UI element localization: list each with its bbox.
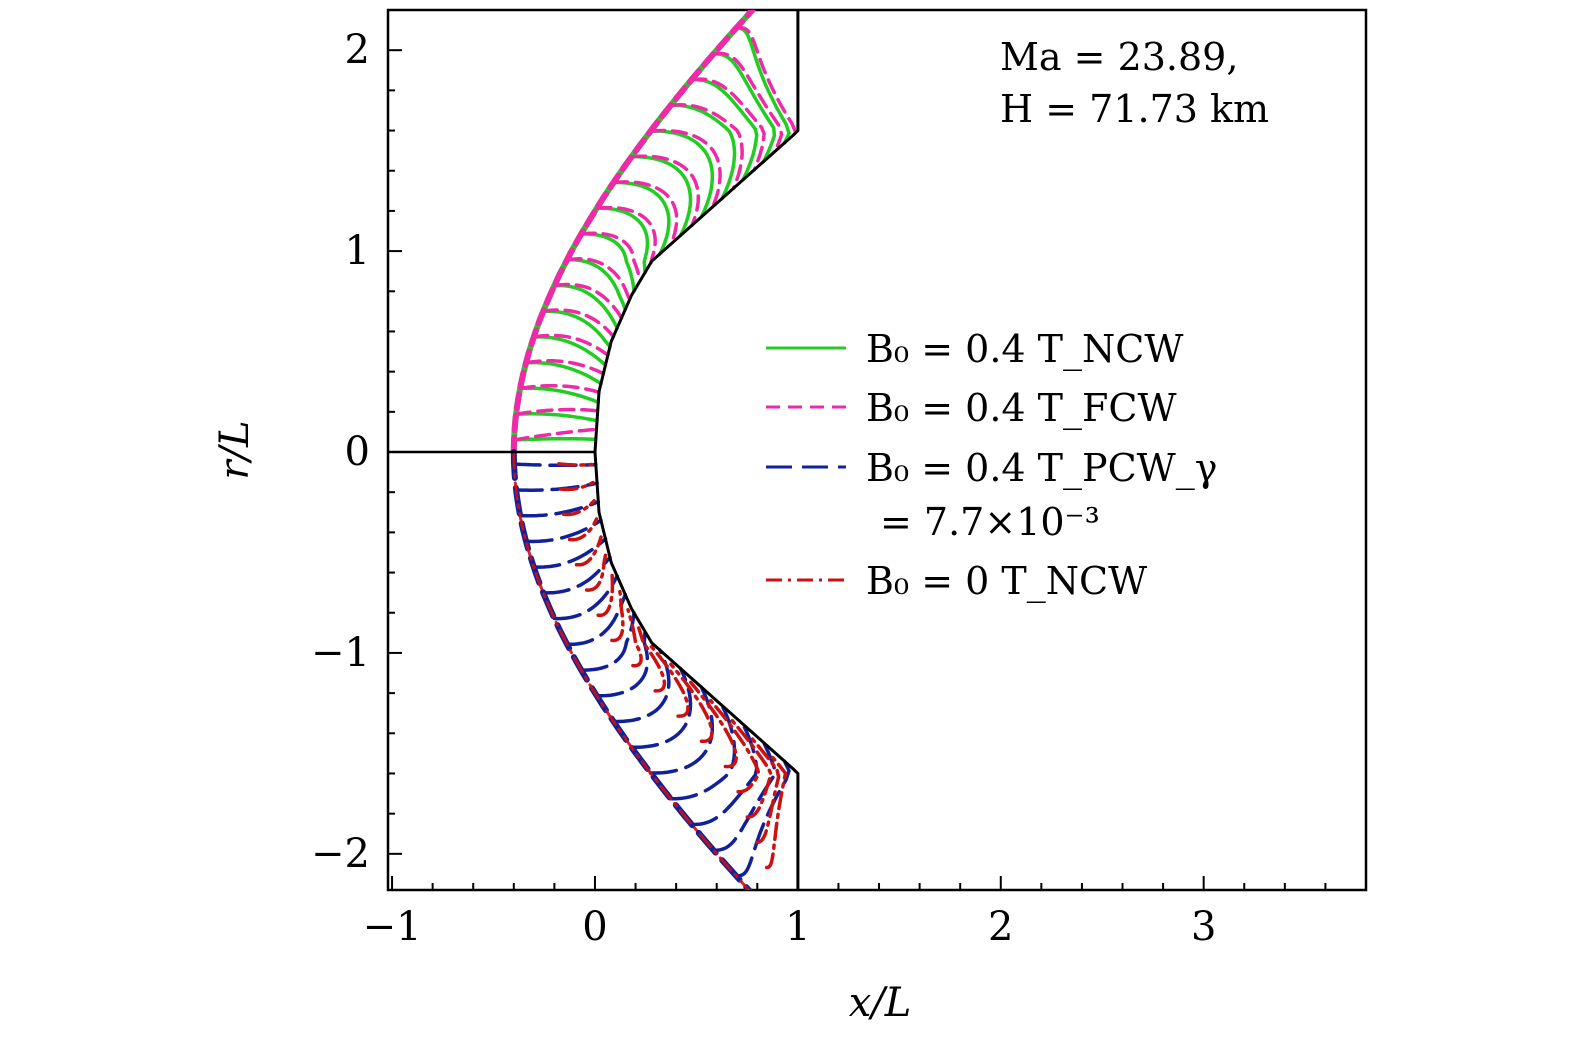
y-tick-label: −1: [311, 630, 370, 676]
contour-line: [579, 231, 642, 283]
contour-line: [512, 462, 598, 468]
contour-line: [711, 740, 777, 852]
body-upper-wall: [593, 10, 800, 453]
x-axis-label: x/L: [849, 980, 912, 1026]
contour-line: [561, 499, 596, 517]
contour-line: [531, 537, 608, 569]
contour-line: [596, 571, 615, 618]
contour-line: [689, 722, 759, 827]
legend-label-pcw-gamma: = 7.7×10⁻³: [880, 500, 1100, 544]
contour-line: [518, 500, 601, 518]
contour-line: [514, 412, 599, 423]
axis-tick-labels: −1 0 1 2 3 −2 −1 0 1 2: [311, 27, 1216, 950]
contour-line: [514, 407, 600, 416]
axis-ticks: [388, 9, 1327, 890]
y-tick-label: 1: [345, 228, 370, 274]
body-lower-wall: [593, 451, 800, 890]
contour-line: [518, 383, 601, 394]
contour-line: [524, 360, 603, 386]
y-axis-label: r/L: [212, 420, 258, 479]
contour-line: [531, 333, 610, 357]
contour-line: [626, 608, 643, 668]
contour-line: [565, 257, 632, 302]
x-tick-label: 0: [582, 904, 607, 950]
x-tick-label: −1: [363, 904, 422, 950]
contour-line: [514, 481, 599, 492]
contour-line: [708, 698, 761, 794]
contour-line: [734, 26, 791, 145]
contour-line: [629, 154, 701, 228]
contour-line: [594, 629, 650, 698]
contour-line: [689, 77, 766, 172]
contour-line: [559, 480, 595, 492]
series-3-contours: [512, 450, 788, 890]
contour-line: [649, 644, 690, 718]
body-outline: [388, 10, 800, 890]
x-tick-label: 3: [1191, 904, 1216, 950]
x-tick-label: 1: [785, 904, 810, 950]
contour-line: [734, 25, 798, 135]
contour-line: [689, 680, 738, 769]
contour-line: [734, 759, 791, 878]
contour-line: [629, 666, 693, 749]
contour-line: [552, 574, 619, 621]
contour-line: [541, 308, 616, 339]
contour-line: [668, 703, 737, 801]
series-1-contours: [510, 10, 798, 455]
contour-line: [594, 205, 657, 265]
contour-line: [524, 518, 603, 544]
legend-label-pcw: B₀ = 0.4 T_PCW_γ: [866, 446, 1217, 491]
y-tick-label: 0: [345, 429, 370, 475]
contour-line: [567, 517, 599, 542]
contour-line: [611, 180, 679, 246]
contour-line: [565, 592, 627, 647]
contour-line: [541, 309, 612, 349]
shock-front-line: [510, 10, 756, 455]
contour-line: [629, 155, 693, 238]
shock-front-line: [512, 450, 751, 890]
series-2-contours: [510, 449, 791, 890]
contour-line: [579, 611, 636, 672]
contour-line: [764, 753, 788, 870]
contour-line: [711, 52, 777, 164]
contour-line: [594, 206, 650, 275]
contour-line: [669, 662, 714, 744]
y-tick-label: 2: [345, 27, 370, 73]
x-tick-label: 2: [988, 904, 1013, 950]
legend-label-ncw: B₀ = 0.4 T_NCW: [866, 327, 1183, 372]
contour-line: [748, 735, 781, 844]
contour-line: [512, 427, 599, 442]
contour-line: [648, 128, 722, 209]
contour-line: [610, 589, 625, 643]
contour-line: [648, 129, 715, 219]
contour-line: [524, 359, 606, 376]
contour-line: [584, 553, 608, 592]
contour-line: [636, 626, 667, 693]
contour-lines: [510, 10, 798, 890]
contour-line: [557, 462, 594, 467]
contour-line: [579, 232, 636, 293]
altitude-annotation: H = 71.73 km: [1000, 87, 1269, 131]
plot-frame: [386, 8, 1368, 892]
contour-line: [574, 535, 603, 567]
contour-line: [611, 648, 671, 724]
flight-condition-annotation: Ma = 23.89, H = 71.73 km: [1000, 35, 1269, 131]
shock-front-line: [510, 449, 753, 890]
legend-label-b0-zero: B₀ = 0 T_NCW: [866, 559, 1147, 604]
mach-annotation: Ma = 23.89,: [1000, 35, 1238, 79]
contour-line: [552, 282, 624, 320]
contour-line: [668, 103, 744, 191]
legend: B₀ = 0.4 T_NCW B₀ = 0.4 T_FCW B₀ = 0.4 T…: [766, 327, 1217, 604]
contour-line: [728, 716, 773, 819]
y-tick-label: −2: [311, 831, 370, 877]
contour-line: [648, 685, 715, 775]
contour-line: [689, 77, 759, 182]
contour-line: [711, 51, 784, 154]
contour-line: [611, 180, 671, 256]
contour-line: [541, 555, 612, 595]
contour-line: [668, 103, 737, 201]
legend-label-fcw: B₀ = 0.4 T_FCW: [866, 386, 1177, 431]
